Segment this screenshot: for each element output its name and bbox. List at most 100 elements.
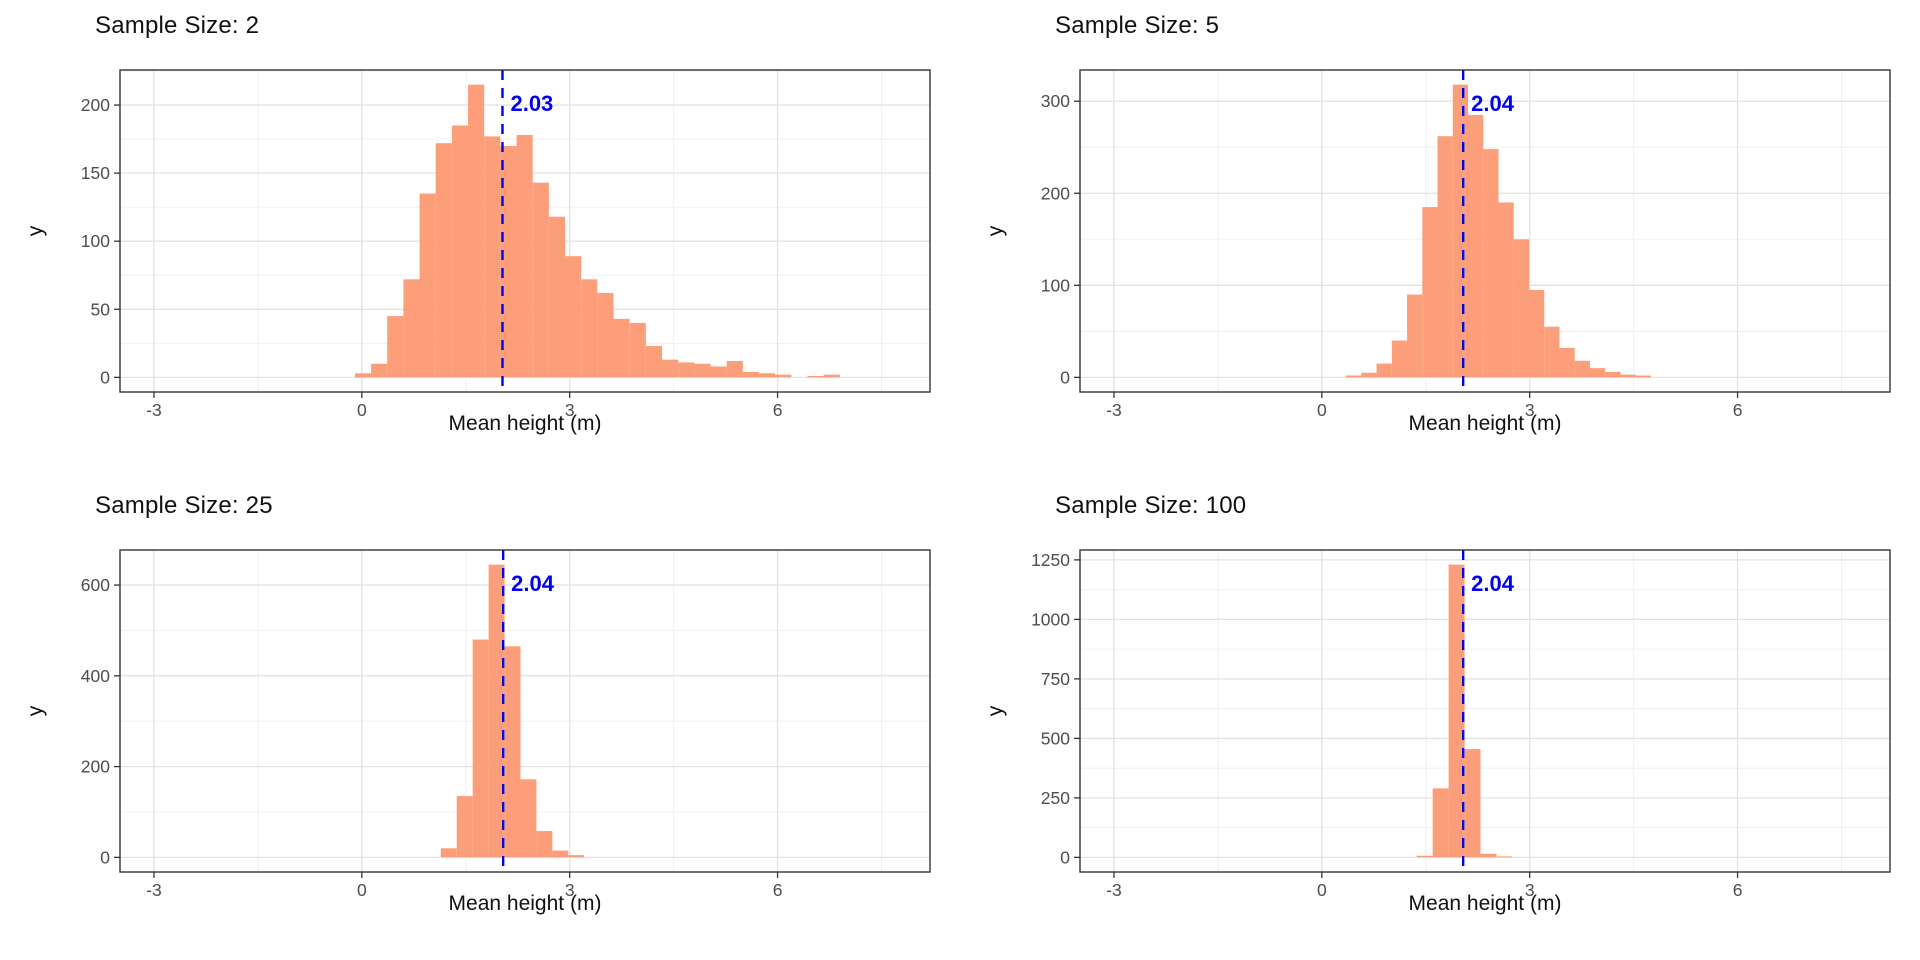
- panel-sample-size-2: 2.03 -3 0 3 6 0 50 100 150 200 Sample Size: 2 Mea…: [0, 0, 960, 480]
- vline-label: 2.04: [1471, 91, 1515, 116]
- vline-label: 2.04: [1471, 571, 1515, 596]
- panel-title: Sample Size: 100: [1055, 492, 1247, 519]
- y-tick-label: 250: [1041, 788, 1070, 808]
- x-tick-label: 0: [1317, 880, 1327, 900]
- y-axis-label: y: [24, 225, 47, 237]
- y-tick-label: 500: [1041, 728, 1070, 748]
- vline-label: 2.03: [510, 91, 553, 116]
- y-tick-label: 200: [81, 757, 110, 777]
- histogram-bar: [568, 855, 585, 858]
- histogram-bar: [823, 374, 840, 378]
- x-tick-label: 3: [565, 880, 575, 900]
- x-axis-label: Mean height (m): [1408, 412, 1562, 435]
- histogram-bar: [1416, 855, 1433, 858]
- x-tick-label: 3: [1525, 880, 1535, 900]
- histogram-bar: [552, 850, 569, 858]
- y-tick-label: 0: [1060, 847, 1070, 867]
- histogram-bar: [371, 363, 388, 378]
- x-tick-label: 6: [1733, 400, 1743, 420]
- x-axis-label: Mean height (m): [448, 892, 602, 915]
- histogram-bar: [694, 363, 711, 378]
- panel-border: [119, 69, 931, 393]
- histogram-bar: [1448, 564, 1465, 858]
- y-tick-label: 50: [91, 299, 111, 319]
- histogram-bar: [435, 143, 452, 378]
- histogram-bar: [1452, 84, 1469, 378]
- histogram-bar: [1620, 374, 1636, 378]
- histogram-bar: [1468, 115, 1484, 378]
- histogram-bar: [581, 279, 598, 378]
- panel-border: [119, 549, 931, 873]
- histogram-bar: [1422, 207, 1438, 378]
- histogram-bar: [1498, 202, 1514, 378]
- x-tick-label: 0: [357, 880, 367, 900]
- y-tick-label: 600: [81, 575, 110, 595]
- x-tick-label: 6: [773, 400, 783, 420]
- histogram-bar: [468, 84, 485, 378]
- y-axis-label: y: [984, 225, 1007, 237]
- histogram-bar: [1432, 788, 1449, 858]
- histogram-bar: [565, 256, 582, 378]
- y-tick-label: 400: [81, 666, 110, 686]
- histogram-bar: [403, 279, 420, 378]
- histogram-bar: [1480, 853, 1497, 858]
- y-tick-label: 1250: [1031, 550, 1070, 570]
- histogram-bar: [536, 831, 553, 858]
- histogram-bar: [548, 216, 566, 378]
- x-tick-label: 3: [1525, 400, 1535, 420]
- histogram-bar: [500, 145, 517, 378]
- histogram-bar: [1574, 360, 1590, 378]
- y-tick-label: 150: [81, 163, 110, 183]
- histogram-bar: [645, 346, 663, 378]
- panel-border: [1079, 69, 1891, 393]
- histogram-sample-size-100: 2.04 -3 0 3 6 0 250 500 750 1000 1250: [1031, 549, 1891, 900]
- histogram-bar: [1407, 294, 1423, 378]
- histogram-bar: [1513, 239, 1529, 378]
- panel-title: Sample Size: 25: [95, 492, 273, 519]
- panel-title: Sample Size: 2: [95, 12, 260, 39]
- y-tick-label: 0: [100, 367, 110, 387]
- histogram-sample-size-25: 2.04 -3 0 3 6 0 200 400 600: [81, 549, 931, 900]
- histogram-bar: [387, 316, 404, 378]
- y-axis-label: y: [24, 705, 47, 717]
- histogram-bar: [1464, 749, 1481, 858]
- histogram-sample-size-2: 2.03 -3 0 3 6 0 50 100 150 200: [81, 69, 931, 420]
- panel-sample-size-100: 2.04 -3 0 3 6 0 250 500 750 1000 1250 Sample Size:…: [960, 480, 1920, 960]
- x-tick-label: 6: [1733, 880, 1743, 900]
- x-tick-label: -3: [1106, 880, 1122, 900]
- histogram-bar: [662, 359, 679, 378]
- histogram-bar: [597, 292, 614, 378]
- y-tick-label: 750: [1041, 669, 1070, 689]
- x-tick-label: 6: [773, 880, 783, 900]
- x-tick-label: -3: [1106, 400, 1122, 420]
- histogram-bar: [516, 135, 533, 378]
- histogram-bar: [456, 796, 473, 858]
- y-tick-label: 0: [100, 847, 110, 867]
- panel-sample-size-5: 2.04 -3 0 3 6 0 100 200 300 Sample Size: 5 Mean …: [960, 0, 1920, 480]
- y-tick-label: 0: [1060, 367, 1070, 387]
- histogram-bar: [1589, 368, 1606, 378]
- panel-title: Sample Size: 5: [1055, 12, 1220, 39]
- vline-label: 2.04: [511, 571, 555, 596]
- histogram-bar: [1605, 371, 1621, 378]
- y-tick-label: 300: [1041, 91, 1070, 111]
- histogram-bar: [807, 376, 824, 378]
- histogram-bar: [775, 374, 792, 378]
- histogram-bar: [354, 373, 372, 378]
- histogram-bar: [1483, 149, 1499, 378]
- histogram-bar: [726, 361, 743, 378]
- histogram-bar: [1346, 375, 1362, 378]
- histogram-bar: [1361, 372, 1377, 378]
- histogram-bar: [759, 373, 776, 378]
- x-tick-label: 0: [357, 400, 367, 420]
- y-tick-label: 200: [1041, 183, 1070, 203]
- histogram-bar: [1528, 289, 1545, 378]
- panel-border: [1079, 549, 1891, 873]
- histogram-bar: [629, 322, 646, 378]
- histogram-bar: [1496, 856, 1513, 858]
- histogram-bar: [484, 136, 501, 378]
- x-axis-label: Mean height (m): [1408, 892, 1562, 915]
- x-tick-label: -3: [146, 880, 162, 900]
- x-tick-label: -3: [146, 400, 162, 420]
- histogram-bar: [678, 362, 695, 378]
